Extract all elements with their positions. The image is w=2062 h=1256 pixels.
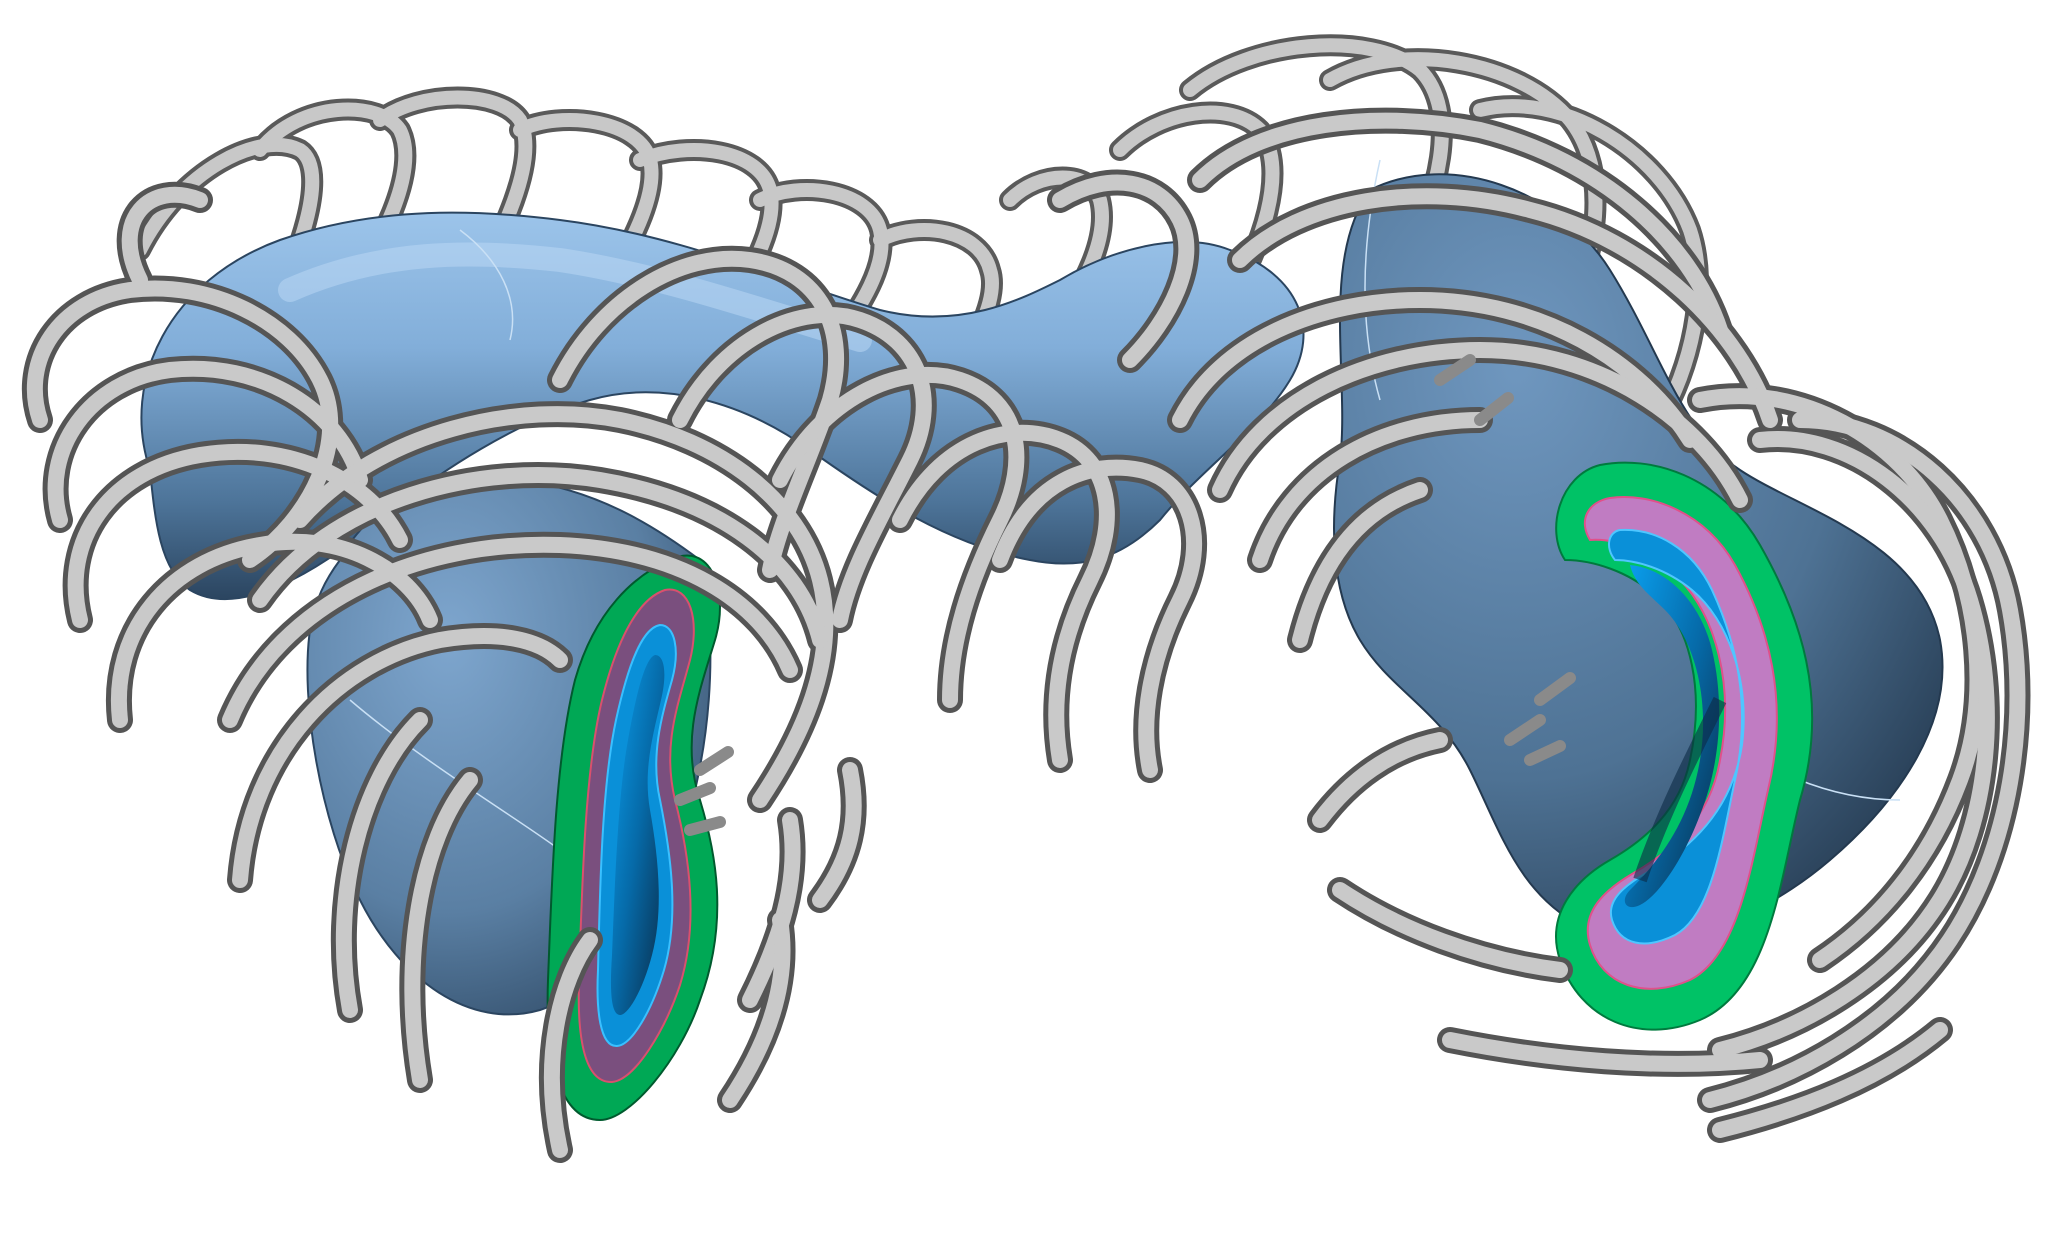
left-cross-section — [546, 554, 721, 1122]
right-inner-cavity — [1624, 565, 1720, 908]
modular-coils — [21, 107, 2031, 1163]
plasma-highlight — [278, 242, 872, 352]
left-inner-cavity — [610, 655, 665, 1015]
right-vessel-layer — [1608, 528, 1745, 945]
